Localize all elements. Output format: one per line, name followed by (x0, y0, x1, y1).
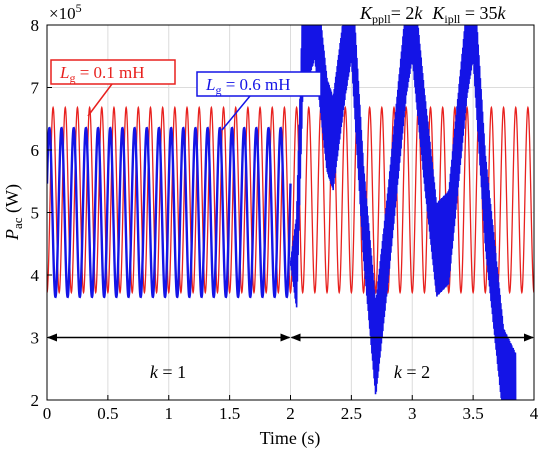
x-tick-label: 1.5 (219, 404, 240, 423)
x-tick-label: 2.5 (341, 404, 362, 423)
legend-red-box (50, 59, 176, 85)
y-tick-label: 5 (31, 204, 40, 223)
x-tick-label: 4 (530, 404, 539, 423)
y-tick-label: 7 (31, 79, 40, 98)
legend-red: Lg = 0.1 mH (50, 59, 176, 117)
series-layer (47, 25, 534, 400)
legend-blue: Lg = 0.6 mH (196, 71, 322, 131)
y-tick-label: 3 (31, 329, 40, 348)
x-tick-label: 1 (165, 404, 174, 423)
x-tick-label: 3.5 (463, 404, 484, 423)
legend-blue-pointer (221, 95, 251, 131)
tick-labels: 0 0.5 1 1.5 2 2.5 3 3.5 4 2 3 4 5 6 7 8 (31, 16, 539, 423)
series-line-lg-0.6mh-unstable (289, 25, 517, 400)
y-multiplier: ×105 (49, 1, 82, 23)
legend-blue-box (196, 71, 322, 97)
k1-label: k = 1 (150, 362, 186, 382)
x-tick-label: 0 (43, 404, 52, 423)
x-tick-label: 2 (286, 404, 295, 423)
pll-gain-label: Kppll= 2k Kipll = 35k (359, 3, 507, 26)
x-tick-label: 0.5 (97, 404, 118, 423)
y-axis-title: Pac (W) (2, 184, 25, 241)
y-tick-label: 6 (31, 141, 40, 160)
x-tick-label: 3 (408, 404, 417, 423)
y-tick-label: 2 (31, 391, 40, 410)
x-axis-title: Time (s) (260, 428, 321, 449)
legend-red-pointer (87, 83, 113, 117)
y-tick-label: 4 (31, 266, 40, 285)
legend-blue-text: Lg = 0.6 mH (205, 75, 291, 97)
y-tick-label: 8 (31, 16, 40, 35)
legend-red-text: Lg = 0.1 mH (59, 63, 145, 85)
series-line-lg-0.6mh (47, 126, 292, 299)
k2-label: k = 2 (394, 362, 430, 382)
